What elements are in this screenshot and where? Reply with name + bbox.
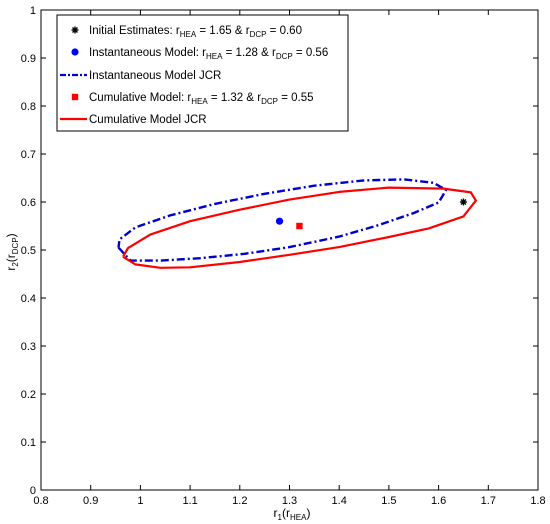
y-tick-label: 0.3 [21,341,36,353]
legend-cumulative-marker [71,93,79,101]
legend-initial-marker [71,26,79,34]
y-tick-label: 0.9 [21,53,36,65]
y-tick-label: 0.8 [21,101,36,113]
legend-cumulative-jcr-label: Cumulative Model JCR [89,114,207,126]
legend-instantaneous-label: Instantaneous Model: rHEA = 1.28 & rDCP … [89,47,328,61]
x-tick-label: 1.2 [232,495,247,507]
x-tick-label: 1.5 [381,495,396,507]
legend-box [56,14,349,132]
y-tick-label: 0 [30,485,36,497]
cumulative-point [296,222,303,230]
y-tick-label: 0.4 [21,293,36,305]
x-tick-label: 0.9 [83,495,98,507]
legend-initial-label: Initial Estimates: rHEA = 1.65 & rDCP = … [89,25,302,39]
y-tick-label: 0.1 [21,437,36,449]
x-tick-label: 1.8 [530,495,545,507]
x-tick-label: 1.4 [332,495,347,507]
y-tick-label: 1 [30,5,36,17]
y-tick-label: 0.7 [21,149,36,161]
instantaneous-point [275,217,284,225]
legend-instantaneous-marker [71,48,79,56]
x-tick-label: 0.8 [33,495,48,507]
x-tick-label: 1 [137,495,143,507]
cumulative-jcr-line [122,186,477,269]
y-axis-label: r2(rDCP) [4,233,20,270]
legend-instantaneous-jcr-label: Instantaneous Model JCR [89,70,221,82]
x-tick-label: 1.6 [431,495,446,507]
legend-cumulative-label: Cumulative Model: rHEA = 1.32 & rDCP = 0… [89,92,314,106]
x-tick-label: 1.3 [282,495,297,507]
y-tick-label: 0.6 [21,197,36,209]
x-tick-label: 1.1 [182,495,197,507]
initial-point [459,198,467,206]
y-tick-label: 0.5 [21,245,36,257]
y-tick-label: 0.2 [21,389,36,401]
x-tick-label: 1.7 [481,495,496,507]
x-axis-label: r1(rHEA) [274,506,311,522]
